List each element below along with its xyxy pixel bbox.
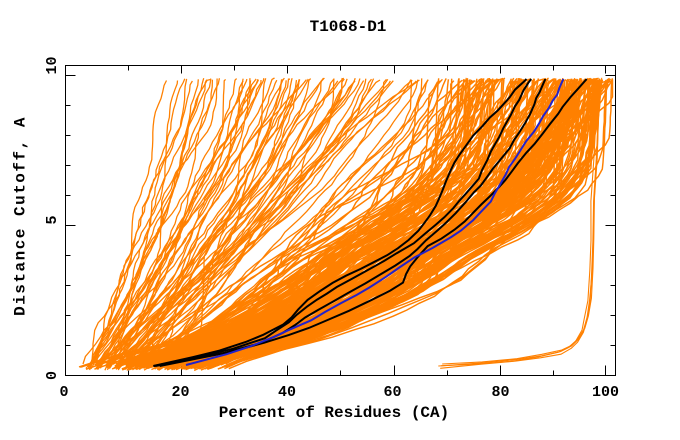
svg-text:60: 60 [383,384,401,401]
svg-text:40: 40 [278,384,296,401]
svg-text:5: 5 [44,215,61,224]
svg-text:80: 80 [491,384,509,401]
svg-text:0: 0 [59,384,68,401]
svg-text:20: 20 [171,384,189,401]
svg-text:10: 10 [44,56,61,74]
svg-text:Distance Cutoff, A: Distance Cutoff, A [12,116,30,316]
svg-text:T1068-D1: T1068-D1 [310,18,387,36]
svg-text:Percent of Residues (CA): Percent of Residues (CA) [219,404,449,422]
svg-text:100: 100 [592,384,619,401]
svg-text:0: 0 [44,371,61,380]
